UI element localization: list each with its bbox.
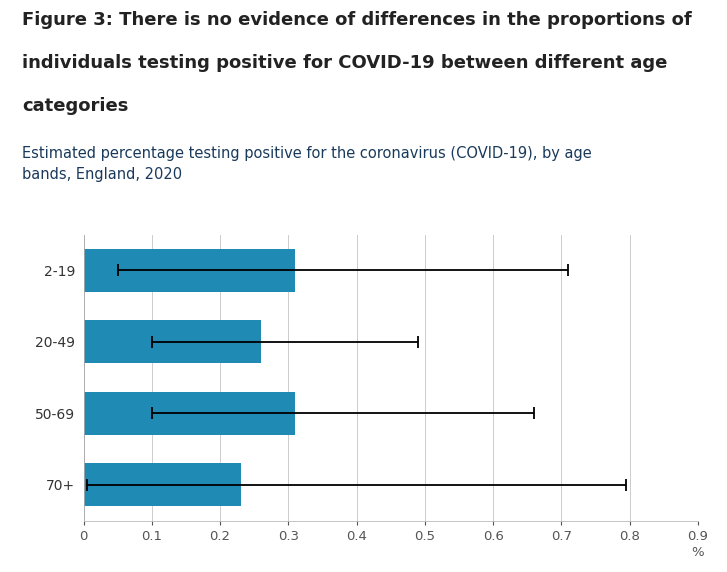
Bar: [84, 392, 295, 435]
Text: Estimated percentage testing positive for the coronavirus (COVID-19), by age
ban: Estimated percentage testing positive fo…: [22, 146, 592, 182]
Bar: [84, 249, 295, 292]
Text: %: %: [691, 546, 704, 558]
Text: categories: categories: [22, 97, 128, 115]
Bar: [84, 463, 241, 506]
Text: individuals testing positive for COVID-19 between different age: individuals testing positive for COVID-1…: [22, 54, 667, 72]
Text: Figure 3: There is no evidence of differences in the proportions of: Figure 3: There is no evidence of differ…: [22, 11, 691, 29]
Bar: [84, 320, 261, 363]
